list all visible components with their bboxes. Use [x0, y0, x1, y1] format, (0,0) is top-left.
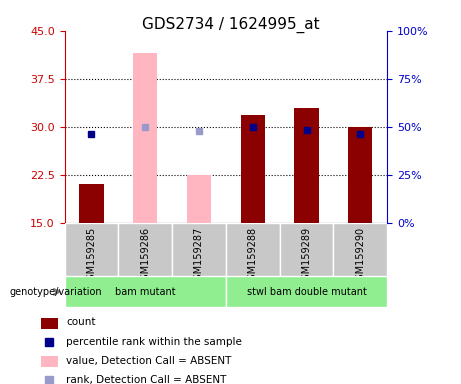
- Text: GSM159290: GSM159290: [355, 227, 366, 286]
- Text: GSM159287: GSM159287: [194, 227, 204, 286]
- Text: genotype/variation: genotype/variation: [9, 287, 102, 297]
- Bar: [187, 175, 211, 223]
- Bar: [295, 108, 319, 223]
- Bar: [172, 223, 226, 276]
- Text: rank, Detection Call = ABSENT: rank, Detection Call = ABSENT: [66, 375, 226, 384]
- Text: GDS2734 / 1624995_at: GDS2734 / 1624995_at: [142, 17, 319, 33]
- Bar: [41, 318, 58, 329]
- Bar: [79, 184, 104, 223]
- Bar: [333, 223, 387, 276]
- Bar: [226, 276, 387, 307]
- Text: GSM159285: GSM159285: [86, 227, 96, 286]
- Bar: [65, 276, 226, 307]
- Bar: [280, 223, 333, 276]
- Bar: [118, 223, 172, 276]
- Text: value, Detection Call = ABSENT: value, Detection Call = ABSENT: [66, 356, 231, 366]
- Bar: [226, 223, 280, 276]
- Text: GSM159289: GSM159289: [301, 227, 312, 286]
- Text: percentile rank within the sample: percentile rank within the sample: [66, 337, 242, 347]
- Bar: [65, 223, 118, 276]
- Bar: [348, 127, 372, 223]
- Bar: [133, 53, 157, 223]
- Text: stwl bam double mutant: stwl bam double mutant: [247, 287, 366, 297]
- Text: count: count: [66, 317, 95, 327]
- Text: GSM159288: GSM159288: [248, 227, 258, 286]
- Text: bam mutant: bam mutant: [115, 287, 176, 297]
- Bar: [241, 115, 265, 223]
- Bar: [41, 356, 58, 367]
- Text: GSM159286: GSM159286: [140, 227, 150, 286]
